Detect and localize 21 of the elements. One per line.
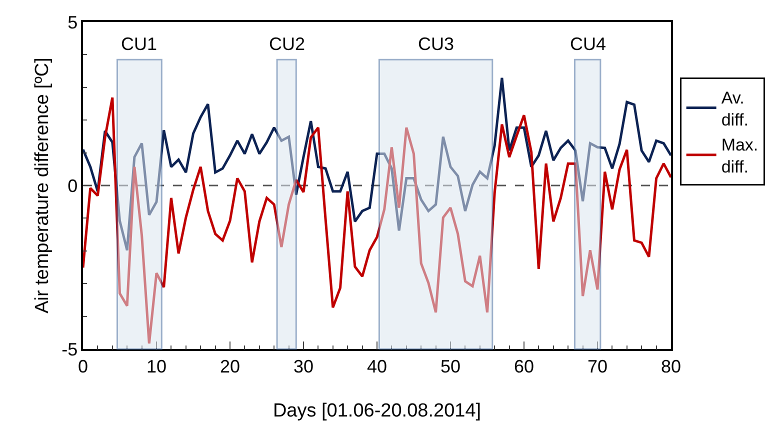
band-label: CU3	[418, 34, 454, 54]
band-label: CU1	[121, 34, 158, 54]
band-label: CU4	[570, 34, 606, 54]
y-tick-label: 0	[68, 176, 78, 196]
x-tick-label: 30	[293, 356, 314, 376]
x-tick-label: 70	[587, 356, 608, 376]
x-axis-title: Days [01.06-20.08.2014]	[272, 400, 482, 422]
y-tick-label: 5	[68, 12, 78, 32]
y-axis-title: Air temperature difference [ºC]	[32, 58, 53, 314]
y-tick-label: -5	[62, 339, 78, 360]
x-tick-label: 20	[220, 356, 240, 376]
x-tick-label: 80	[660, 356, 682, 376]
x-tick-label: 40	[366, 356, 388, 376]
legend-label: Max. diff.	[721, 135, 758, 177]
legend-label: Av. diff.	[721, 88, 748, 130]
x-tick-label: 10	[146, 356, 167, 376]
line-series	[83, 96, 671, 345]
x-tick-label: 60	[514, 356, 534, 376]
band-label: CU2	[269, 34, 306, 54]
x-tick-label: 50	[440, 356, 461, 376]
line-series	[83, 76, 671, 252]
